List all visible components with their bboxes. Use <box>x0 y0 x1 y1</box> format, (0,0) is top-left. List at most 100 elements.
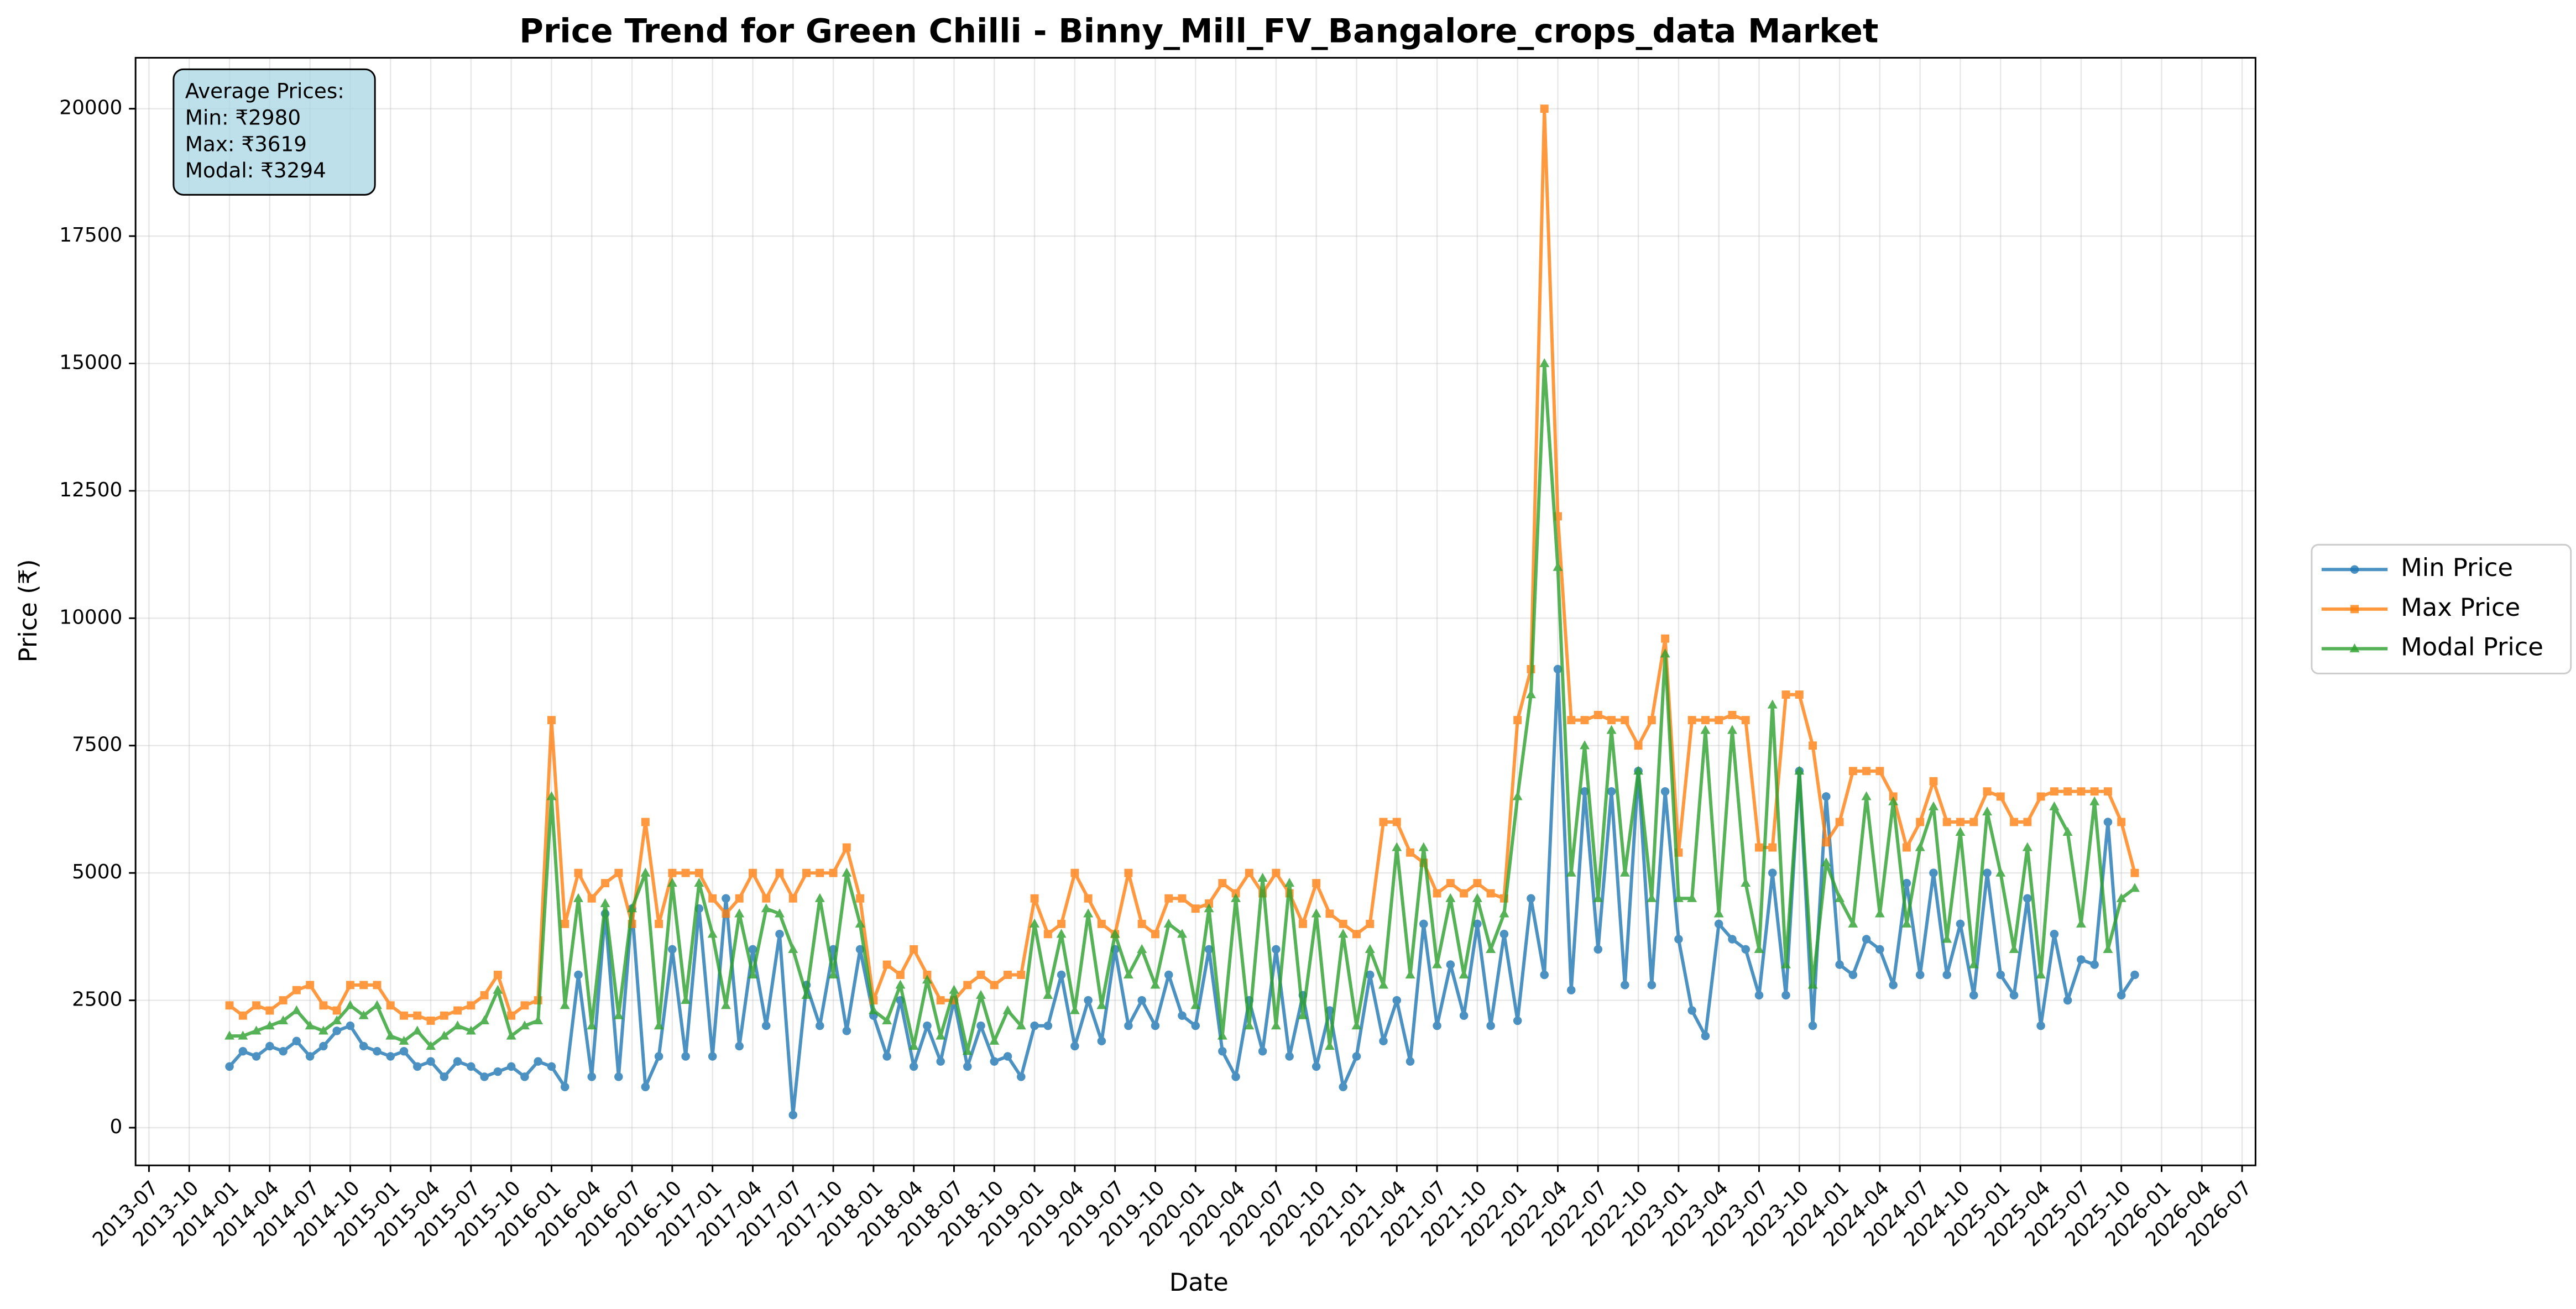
marker <box>1030 918 1040 928</box>
marker <box>1701 1032 1710 1040</box>
chart-title: Price Trend for Green Chilli - Binny_Mil… <box>519 12 1878 50</box>
marker <box>976 989 986 999</box>
marker <box>1996 970 2005 980</box>
x-axis-label: Date <box>1169 1268 1229 1297</box>
marker <box>761 903 771 913</box>
marker <box>413 1062 422 1071</box>
marker <box>1822 792 1831 801</box>
marker <box>1968 959 1979 968</box>
marker <box>1754 944 1764 953</box>
marker <box>1298 1010 1308 1019</box>
marker <box>720 1000 731 1009</box>
marker <box>400 1011 408 1020</box>
grid <box>135 57 2256 1166</box>
marker <box>1258 1046 1267 1056</box>
marker <box>1419 919 1428 929</box>
marker <box>413 1011 422 1020</box>
marker <box>292 1036 301 1046</box>
marker <box>1311 908 1321 918</box>
marker <box>1244 1020 1255 1030</box>
marker <box>1284 878 1295 887</box>
marker <box>1433 1021 1441 1030</box>
marker <box>882 1052 891 1061</box>
marker <box>1996 792 2005 801</box>
marker <box>655 919 663 928</box>
marker <box>1178 894 1187 903</box>
marker <box>265 1006 274 1015</box>
marker <box>238 1046 248 1056</box>
marker <box>909 1062 918 1071</box>
marker <box>816 868 824 877</box>
marker <box>1257 872 1268 882</box>
marker <box>1311 1062 1321 1071</box>
marker <box>1956 919 1965 929</box>
marker <box>2130 883 2140 892</box>
marker <box>868 1005 879 1014</box>
marker <box>735 894 744 903</box>
marker <box>1580 740 1590 750</box>
marker <box>1835 818 1844 826</box>
series <box>224 358 2140 1055</box>
marker <box>828 969 839 979</box>
marker <box>305 1020 315 1030</box>
marker <box>318 1025 328 1035</box>
marker <box>989 1035 1000 1045</box>
marker <box>2063 996 2072 1005</box>
y-tick-label: 12500 <box>59 479 122 501</box>
marker <box>1204 945 1214 954</box>
marker <box>1647 981 1657 989</box>
marker <box>1728 710 1737 719</box>
marker <box>265 1041 274 1051</box>
stats-box-frame <box>173 68 376 196</box>
marker <box>976 971 985 979</box>
marker <box>1807 980 1818 989</box>
marker <box>574 970 583 980</box>
marker <box>1312 879 1321 888</box>
marker <box>2090 960 2099 969</box>
marker <box>1446 960 1455 969</box>
marker <box>1150 980 1161 989</box>
marker <box>949 985 959 994</box>
marker <box>963 981 972 989</box>
legend-label: Min Price <box>2401 553 2513 582</box>
marker <box>386 1001 395 1010</box>
marker <box>1956 818 1964 826</box>
marker <box>1647 716 1656 725</box>
marker <box>1352 930 1361 939</box>
marker <box>1553 562 1563 571</box>
marker <box>264 1020 275 1030</box>
marker <box>520 1001 529 1010</box>
marker <box>372 1000 382 1009</box>
marker <box>842 1027 851 1035</box>
marker <box>1178 1011 1187 1020</box>
marker <box>2090 787 2099 796</box>
marker <box>641 818 650 826</box>
marker <box>613 1010 624 1019</box>
marker <box>2103 787 2112 796</box>
marker <box>520 1072 529 1081</box>
legend-label: Modal Price <box>2401 632 2543 662</box>
marker <box>1486 1021 1495 1030</box>
marker <box>1217 1030 1227 1040</box>
marker <box>2036 969 2046 979</box>
marker <box>855 918 865 928</box>
legend-frame <box>2311 543 2572 674</box>
marker <box>1713 908 1724 918</box>
marker <box>908 1040 919 1050</box>
marker <box>1862 767 1871 776</box>
marker <box>519 1020 530 1030</box>
marker <box>976 1021 985 1030</box>
marker <box>1324 1040 1335 1050</box>
marker <box>1030 894 1039 903</box>
marker <box>1660 648 1670 658</box>
marker <box>1123 969 1133 979</box>
marker <box>775 908 785 918</box>
marker <box>1673 893 1684 902</box>
marker <box>708 894 717 903</box>
marker <box>1687 1006 1696 1015</box>
marker <box>1660 787 1670 796</box>
marker <box>708 1052 717 1061</box>
marker <box>1969 991 1978 1000</box>
marker <box>1540 970 1549 980</box>
